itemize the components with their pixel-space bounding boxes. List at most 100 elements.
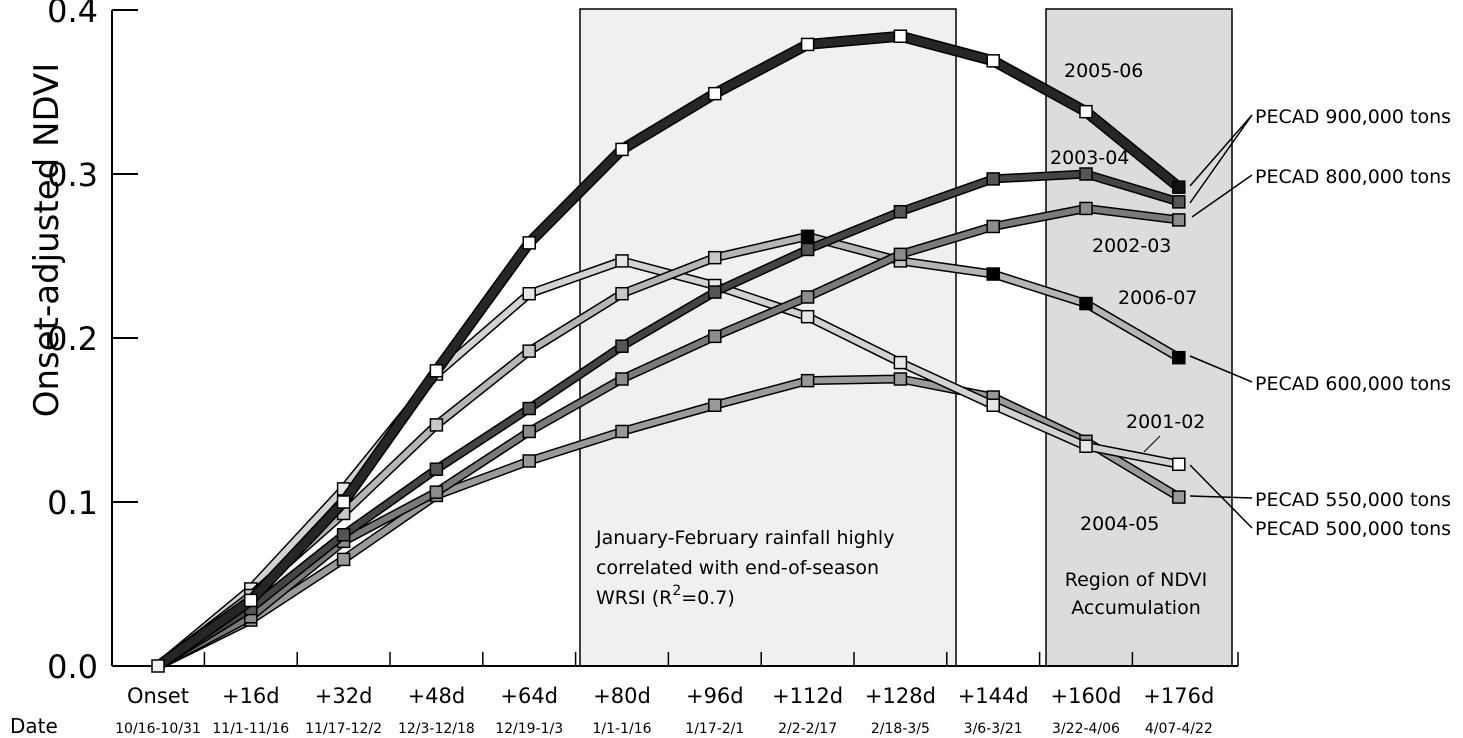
data-point [615,424,629,439]
data-point [336,552,351,567]
x-date-range-label: 2/2-2/17 [778,721,837,737]
data-point [893,247,908,262]
data-point [1079,201,1093,216]
x-tick-label: Onset [127,684,189,708]
data-point [800,242,815,257]
pecad-600-leader [1189,355,1253,383]
y-tick-label: 0.2 [47,320,98,358]
data-point [708,86,722,101]
data-point [1079,439,1093,453]
x-date-range-label: 12/3-12/18 [398,721,475,737]
x-tick-label: +48d [408,684,466,708]
x-tick-label: +80d [593,684,651,708]
series-line [155,32,1182,670]
series-2004-05 [156,372,1186,671]
data-point [708,250,722,265]
pecad-900-leader-b [1189,114,1253,204]
series-label-2005-06: 2005-06 [1064,60,1143,82]
data-point [800,37,815,52]
y-tick-label: 0.4 [47,0,98,30]
data-point [615,142,629,157]
x-date-range-label: 1/17-2/1 [685,721,744,737]
data-point [1172,195,1186,209]
pecad-500-label: PECAD 500,000 tons [1255,518,1451,540]
x-tick-label: +160d [1050,684,1121,708]
data-point [893,204,908,219]
data-point [615,254,629,268]
series-label-2003-04: 2003-04 [1050,147,1129,169]
jan-feb-annotation-line2: correlated with end-of-season [596,557,879,579]
x-date-range-label: 11/1-11/16 [212,721,289,737]
series-line [156,205,1180,669]
x-tick-label: +176d [1143,684,1214,708]
data-point [244,593,258,608]
data-point [336,528,351,542]
ndvi-region-annotation-line2: Accumulation [1071,597,1200,619]
series-2002-03 [155,201,1186,670]
data-point [893,355,908,370]
x-tick-label: +32d [315,684,373,708]
series-line [156,376,1181,669]
data-point [522,454,536,468]
pecad-600-label: PECAD 600,000 tons [1255,373,1451,395]
x-date-range-label: 12/19-1/3 [495,721,563,737]
pecad-900-leader-a [1189,114,1253,187]
data-point [1172,213,1186,227]
x-date-range-label: 10/16-10/31 [115,721,201,737]
y-axis-label: Onset-adjusted NDVI [27,63,67,418]
data-point [1079,167,1093,181]
data-point [800,373,815,388]
ndvi-region-annotation-line1: Region of NDVI [1065,569,1208,591]
data-point [615,339,629,353]
data-point [708,285,722,299]
x-tick-label: +16d [222,684,280,708]
series-label-2006-07: 2006-07 [1118,287,1197,309]
jan-feb-annotation-line3: WRSI (R2=0.7) [596,583,735,609]
data-point [1172,490,1186,504]
x-tick-label: +96d [686,684,744,708]
data-point [615,286,629,301]
y-tick-label: 0.3 [47,156,98,194]
data-point [429,462,444,476]
data-point [336,495,351,509]
data-point [1172,350,1186,365]
x-tick-label: +128d [865,684,936,708]
jan-feb-annotation-line1: January-February rainfall highly [595,527,894,549]
series-line [156,233,1181,669]
x-date-range-label: 4/07-4/22 [1145,721,1213,737]
data-point [986,172,1000,186]
pecad-500-leader [1189,464,1253,529]
y-tick-label: 0.0 [47,648,98,686]
data-point [708,329,722,344]
data-point [986,54,1000,68]
data-point [800,229,815,244]
data-point [522,344,536,358]
data-point [522,424,536,439]
x-date-range-label: 11/17-12/2 [305,721,382,737]
x-date-range-label: 3/6-3/21 [964,721,1023,737]
data-point [708,398,722,412]
data-point [522,236,536,250]
data-point [800,290,815,304]
onset-point [151,659,165,673]
data-point [429,418,444,432]
data-point [1079,296,1093,311]
data-point [615,372,629,386]
data-point [429,485,444,499]
series-line [156,171,1180,669]
x-date-range-label: 1/1-1/16 [592,721,651,737]
pecad-800-leader [1191,174,1253,218]
data-point [429,364,444,378]
date-row-label: Date [10,714,58,738]
data-point [1079,104,1093,119]
x-tick-label: +112d [772,684,843,708]
series-label-2004-05: 2004-05 [1080,513,1159,535]
series-2006-07 [155,229,1186,670]
data-point [986,267,1000,281]
pecad-800-label: PECAD 800,000 tons [1255,166,1451,188]
data-point [1172,457,1186,472]
data-point [893,372,908,386]
data-point [522,286,536,301]
data-point [522,401,536,416]
